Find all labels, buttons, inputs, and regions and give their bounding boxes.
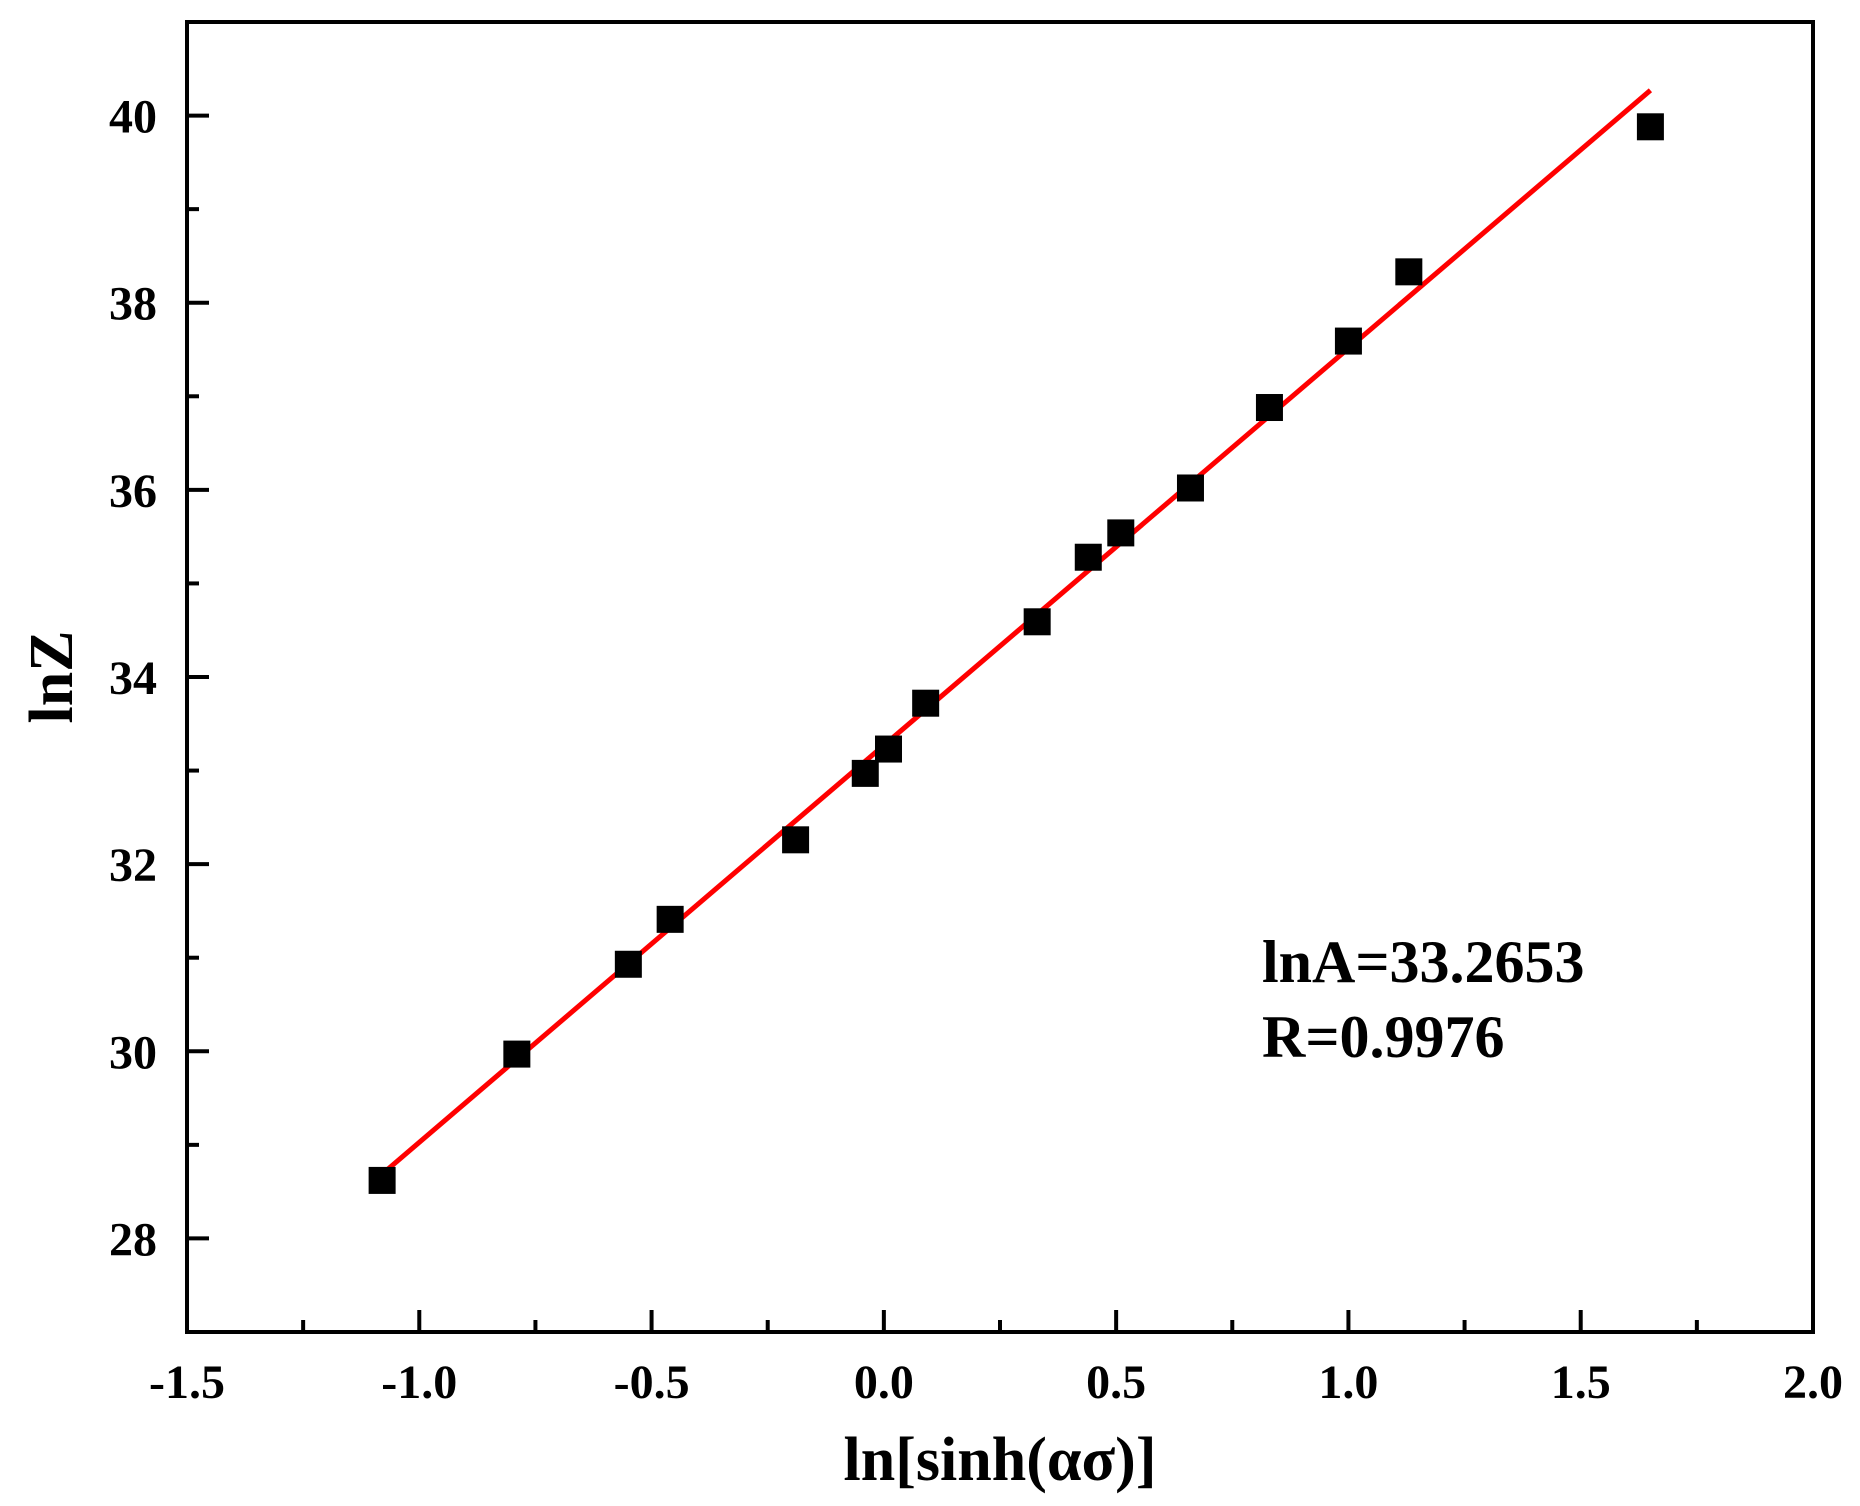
annotation-R: R=0.9976 — [1262, 1004, 1505, 1070]
y-tick-label: 30 — [109, 1026, 157, 1079]
y-tick-label: 28 — [109, 1213, 157, 1266]
y-axis-title: lnZ — [18, 630, 86, 723]
data-point — [1023, 608, 1051, 636]
x-tick-label: 2.0 — [1783, 1356, 1843, 1409]
data-point — [1107, 519, 1135, 547]
x-tick-label: 1.0 — [1318, 1356, 1378, 1409]
data-point — [782, 826, 810, 854]
x-axis-title: ln[sinh(ασ)] — [844, 1426, 1157, 1494]
x-tick-label: 1.5 — [1551, 1356, 1611, 1409]
x-tick-label: 0.5 — [1086, 1356, 1146, 1409]
data-point — [912, 689, 940, 717]
y-tick-label: 34 — [109, 652, 157, 705]
data-point — [875, 735, 903, 763]
data-point — [851, 759, 879, 787]
annotation-lnA: lnA=33.2653 — [1262, 929, 1585, 995]
data-point — [1636, 113, 1664, 141]
data-point — [1395, 258, 1423, 286]
data-point — [1334, 327, 1362, 355]
fit-line-group — [385, 88, 1653, 1173]
data-point — [1176, 474, 1204, 502]
data-point — [1074, 543, 1102, 571]
data-point — [368, 1166, 396, 1194]
x-tick-label: -1.0 — [381, 1356, 457, 1409]
data-point — [614, 950, 642, 978]
fit-line — [385, 88, 1653, 1173]
x-tick-label: -1.5 — [149, 1356, 225, 1409]
x-tick-label: 0.0 — [854, 1356, 914, 1409]
y-tick-label: 36 — [109, 465, 157, 518]
y-tick-label: 32 — [109, 839, 157, 892]
y-tick-label: 40 — [109, 91, 157, 144]
x-ticks: -1.5 -1.0 -0.5 0.0 0.5 1.0 1.5 2.0 — [149, 1310, 1843, 1409]
data-points — [368, 113, 1664, 1194]
data-point — [503, 1040, 531, 1068]
data-point — [1255, 394, 1283, 422]
y-tick-label: 38 — [109, 278, 157, 331]
data-point — [656, 905, 684, 933]
y-ticks: 28 30 32 34 36 38 40 — [109, 20, 209, 1334]
x-tick-label: -0.5 — [614, 1356, 690, 1409]
